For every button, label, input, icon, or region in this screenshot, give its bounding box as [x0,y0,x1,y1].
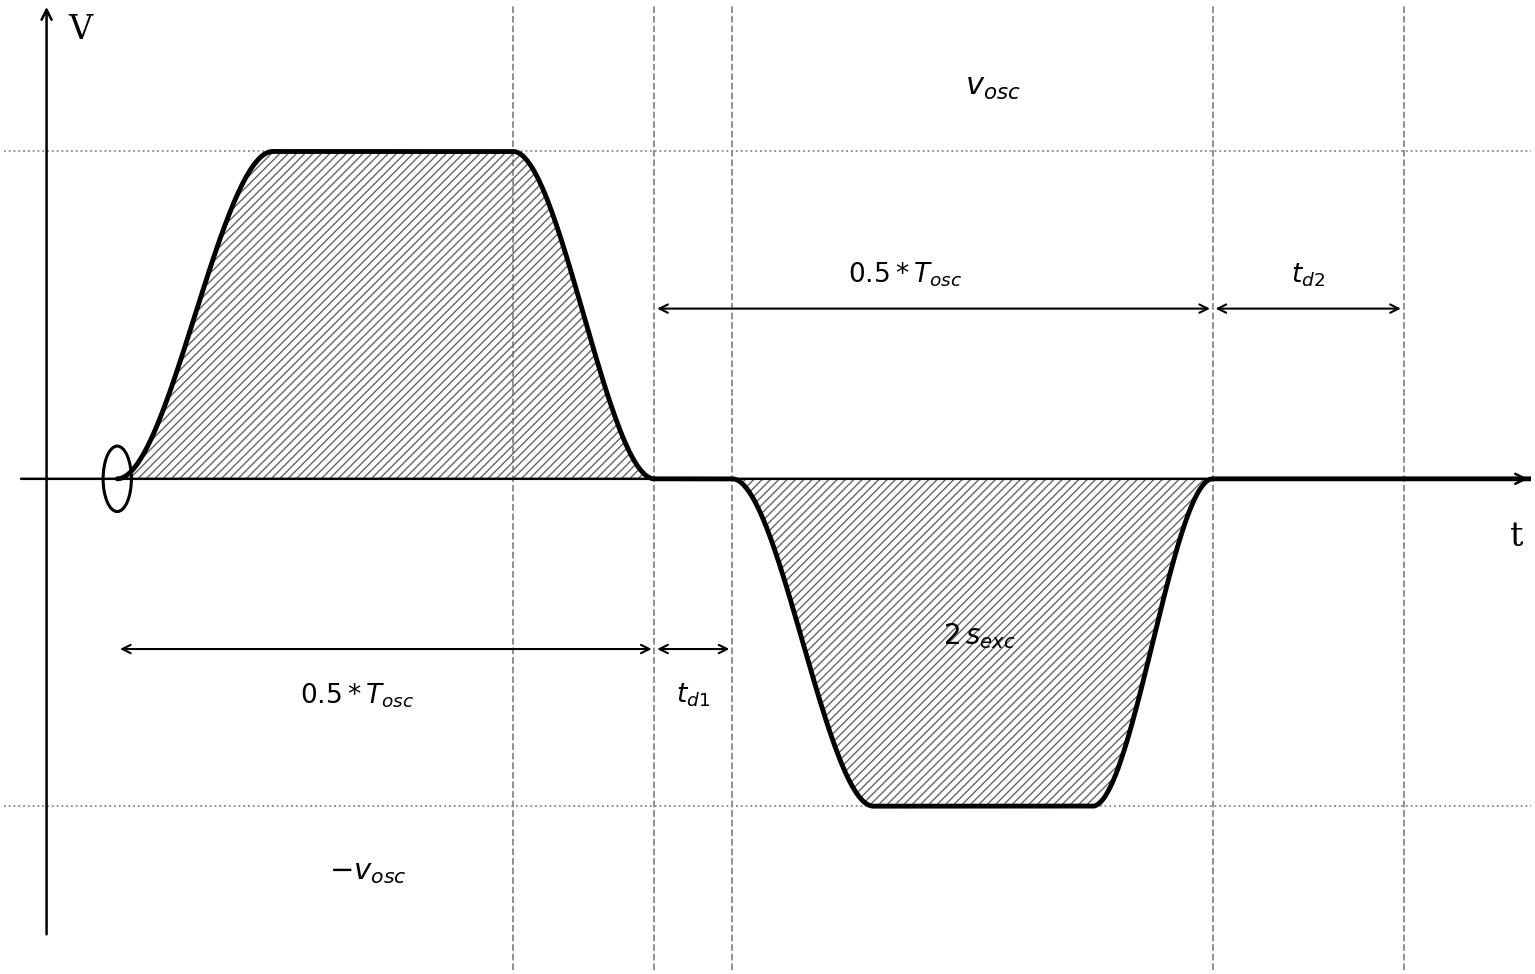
Text: t: t [1510,521,1523,553]
Text: $-v_{osc}$: $-v_{osc}$ [330,858,407,885]
Text: V: V [68,14,92,46]
Text: $t_{d1}$: $t_{d1}$ [677,682,711,709]
Text: $2\,s_{exc}$: $2\,s_{exc}$ [944,621,1016,651]
Text: $0.5*T_{osc}$: $0.5*T_{osc}$ [301,682,414,710]
Text: $v_{osc}$: $v_{osc}$ [966,70,1021,101]
Text: $t_{d2}$: $t_{d2}$ [1291,261,1325,289]
Text: $0.5*T_{osc}$: $0.5*T_{osc}$ [849,260,962,289]
